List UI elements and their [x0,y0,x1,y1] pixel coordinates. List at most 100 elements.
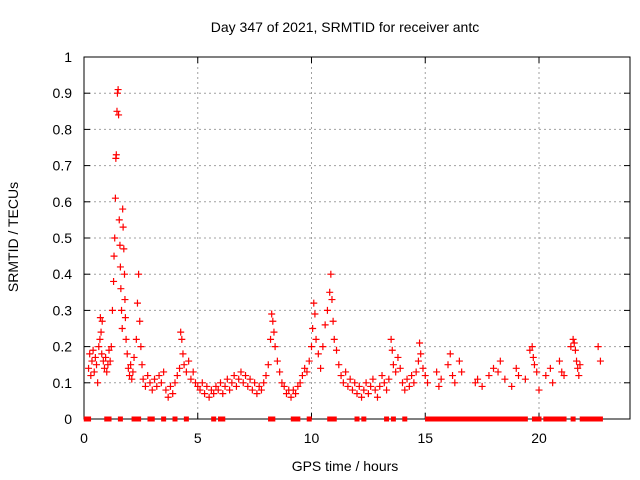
data-point [530,361,538,369]
data-point [501,375,509,383]
data-point [327,270,335,278]
zero-point [427,416,433,422]
data-point [576,361,584,369]
zero-point [117,416,123,422]
data-point [408,372,416,380]
data-point [573,357,581,365]
data-point [419,364,427,372]
data-point [308,343,315,351]
data-point [403,375,411,383]
data-point [132,335,140,343]
data-point [546,364,554,372]
data-point [294,382,302,390]
data-point [115,216,123,224]
data-point [269,317,277,325]
data-point [157,379,165,387]
data-point [380,379,388,387]
data-point [389,361,397,369]
zero-point [290,416,296,422]
data-point [160,368,168,376]
zero-point [295,416,301,422]
data-point [91,353,99,361]
zero-point [463,416,469,422]
data-point [255,382,263,390]
data-point [207,386,215,394]
data-point [88,357,96,365]
data-point [333,346,341,354]
data-point [330,335,338,343]
data-point [111,234,119,242]
data-point [120,270,128,278]
zero-point [161,416,167,422]
data-point [378,372,386,380]
data-point [89,346,97,354]
data-point [399,379,406,387]
data-points [85,86,604,401]
data-point [124,364,132,372]
zero-point [136,416,142,422]
zero-point [331,416,337,422]
data-point [490,364,497,372]
x-tick-label: 0 [80,430,88,446]
data-point [326,288,334,296]
data-point [383,386,391,394]
data-point [268,310,276,318]
data-point [282,390,290,398]
data-point [166,382,174,390]
data-point [273,357,281,365]
data-point [369,375,377,383]
zero-point [450,416,456,422]
data-point [351,379,359,387]
data-point [120,245,128,253]
data-point [105,346,113,354]
data-point [205,393,213,401]
data-point [433,368,441,376]
data-point [203,382,211,390]
data-point [342,368,350,376]
data-point [93,361,101,369]
zero-point [402,416,408,422]
data-point [312,335,320,343]
zero-point [579,416,585,422]
data-point [449,372,457,380]
data-point [257,386,265,394]
data-point [117,285,125,293]
zero-point [491,416,496,422]
data-point [178,335,186,343]
zero-point [440,416,446,422]
data-point [116,241,124,249]
data-point [97,328,105,336]
data-point [139,375,147,383]
zero-point [522,416,528,422]
data-point [529,353,537,361]
data-point [367,382,375,390]
data-point [253,390,261,398]
y-tick-label: 0.9 [53,85,73,101]
data-point [555,357,563,365]
data-point [102,353,110,361]
data-point [153,382,161,390]
data-point [148,386,156,394]
data-point [262,372,270,380]
data-point [364,390,372,398]
data-point [189,368,197,376]
y-tick-label: 0.3 [53,302,73,318]
grid-lines [84,57,630,419]
zero-point [183,416,189,422]
data-point [130,353,138,361]
data-point [569,335,577,343]
data-point [118,306,126,314]
data-point [596,357,604,365]
y-tick-label: 0.6 [53,194,73,210]
zero-point [445,416,451,422]
zero-point [570,416,576,422]
data-point [196,386,204,394]
data-point [458,368,466,376]
data-point [95,343,103,351]
data-point [141,382,149,390]
data-point [104,361,112,369]
data-point [474,375,482,383]
data-point [412,368,420,376]
data-point [176,364,184,372]
chart-title: Day 347 of 2021, SRMTID for receiver ant… [211,19,479,35]
